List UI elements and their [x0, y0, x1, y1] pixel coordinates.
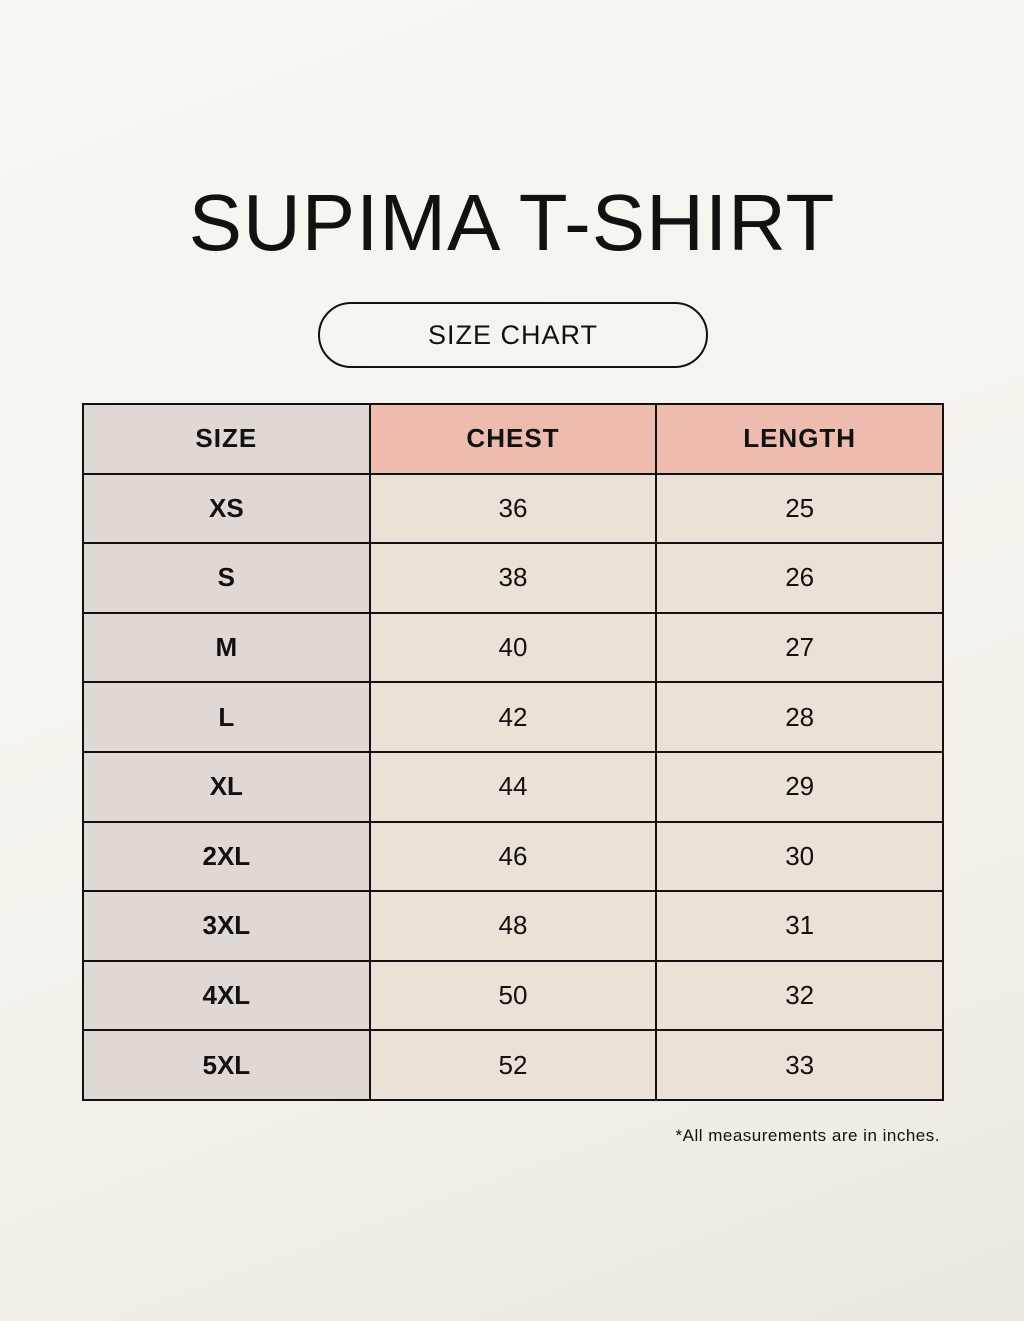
- table-row: L 42 28: [82, 681, 944, 753]
- size-chart-label: SIZE CHART: [318, 302, 708, 368]
- length-cell: 28: [655, 681, 944, 753]
- chest-cell: 52: [368, 1029, 658, 1101]
- header-length: LENGTH: [655, 403, 944, 475]
- table-row: XL 44 29: [82, 750, 944, 823]
- table-row: M 40 27: [82, 611, 944, 684]
- chest-cell: 46: [368, 820, 658, 893]
- table-header-row: SIZE CHEST LENGTH: [82, 403, 944, 475]
- chest-cell: 48: [368, 890, 658, 962]
- size-cell: 2XL: [82, 820, 371, 893]
- length-cell: 26: [655, 542, 944, 614]
- size-cell: L: [82, 681, 371, 753]
- length-cell: 30: [655, 820, 944, 893]
- page-title: SUPIMA T-SHIRT: [188, 178, 836, 267]
- table-row: S 38 26: [82, 542, 944, 614]
- table-row: 5XL 52 33: [82, 1029, 944, 1101]
- length-cell: 32: [655, 959, 944, 1032]
- chest-cell: 44: [368, 750, 658, 823]
- header-size: SIZE: [82, 403, 371, 475]
- chest-cell: 50: [368, 959, 658, 1032]
- length-cell: 27: [655, 611, 944, 684]
- size-table: SIZE CHEST LENGTH XS 36 25 S 38 26 M 40 27 L 42 28 X…: [82, 403, 944, 1101]
- table-row: 3XL 48 31: [82, 890, 944, 962]
- chest-cell: 36: [368, 472, 658, 545]
- size-cell: 4XL: [82, 959, 371, 1032]
- table-row: XS 36 25: [82, 472, 944, 545]
- footnote: *All measurements are in inches.: [675, 1126, 940, 1145]
- chest-cell: 42: [368, 681, 658, 753]
- chest-cell: 38: [368, 542, 658, 614]
- size-cell: 3XL: [82, 890, 371, 962]
- size-cell: S: [82, 542, 371, 614]
- chest-cell: 40: [368, 611, 658, 684]
- size-cell: 5XL: [82, 1029, 371, 1101]
- table-row: 4XL 50 32: [82, 959, 944, 1032]
- size-cell: XL: [82, 750, 371, 823]
- size-cell: XS: [82, 472, 371, 545]
- header-chest: CHEST: [368, 403, 658, 475]
- size-cell: M: [82, 611, 371, 684]
- length-cell: 33: [655, 1029, 944, 1101]
- length-cell: 25: [655, 472, 944, 545]
- length-cell: 29: [655, 750, 944, 823]
- length-cell: 31: [655, 890, 944, 962]
- table-row: 2XL 46 30: [82, 820, 944, 893]
